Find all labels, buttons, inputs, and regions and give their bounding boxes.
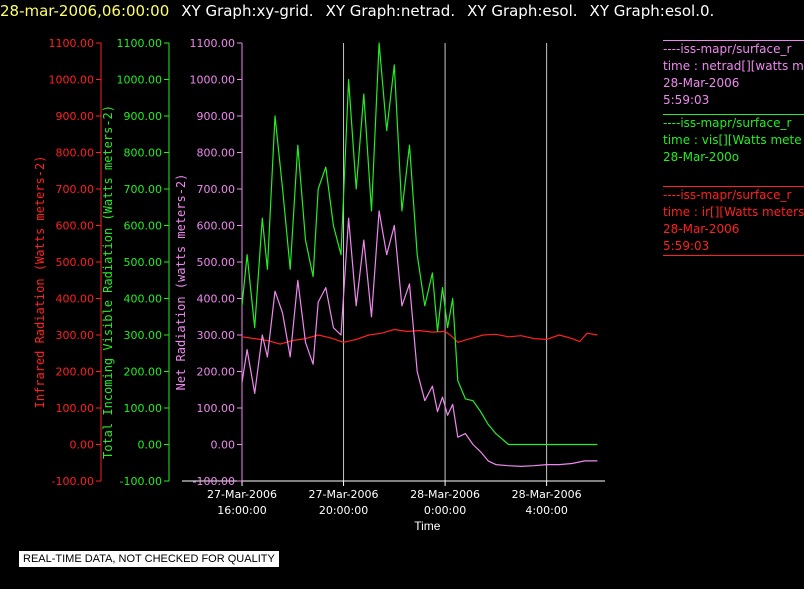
y-tick-label: 300.00 — [124, 329, 163, 342]
x-tick-label: 28-Mar-2006 — [512, 488, 582, 501]
y-tick-label: 500.00 — [56, 256, 95, 269]
legend-entry-vis: ----iss-mapr/surface_r time : vis[][Watt… — [663, 114, 804, 166]
y-tick-label: -100.00 — [52, 475, 94, 488]
y-axis-label: Total Incoming Visible Radiation (Watts … — [101, 105, 115, 459]
timestamp-title: 28-mar-2006,06:00:00 — [0, 2, 170, 20]
y-axis-label: Net Radiation (watts meters-2) — [174, 174, 188, 391]
graph-tab-esol-0[interactable]: XY Graph:esol.0. — [589, 2, 715, 20]
legend-line: 28-Mar-2006 — [663, 222, 740, 236]
y-tick-label: 700.00 — [197, 183, 236, 196]
x-tick-label: 4:00:00 — [525, 504, 567, 517]
y-tick-label: 100.00 — [124, 402, 163, 415]
x-tick-label: 16:00:00 — [217, 504, 266, 517]
x-tick-label: 28-Mar-2006 — [410, 488, 480, 501]
y-tick-label: 600.00 — [56, 220, 95, 233]
legend-line: ----iss-mapr/surface_r — [663, 116, 792, 130]
y-tick-label: 700.00 — [124, 183, 163, 196]
y-tick-label: 1000.00 — [49, 74, 95, 87]
legend-line: time : netrad[][watts m — [663, 59, 804, 73]
y-tick-label: 0.00 — [70, 439, 95, 452]
legend-line: 5:59:03 — [663, 239, 710, 253]
y-tick-label: 400.00 — [56, 293, 95, 306]
y-tick-label: -100.00 — [193, 475, 235, 488]
y-tick-label: 1100.00 — [49, 37, 95, 50]
y-tick-label: 800.00 — [124, 147, 163, 160]
y-tick-label: 500.00 — [124, 256, 163, 269]
x-tick-label: 27-Mar-2006 — [309, 488, 379, 501]
series-line-ir — [241, 328, 598, 345]
legend-entry-ir: ----iss-mapr/surface_r time : ir[][Watts… — [663, 186, 804, 256]
graph-tab-xy-grid[interactable]: XY Graph:xy-grid. — [181, 2, 314, 20]
y-tick-label: 100.00 — [56, 402, 95, 415]
x-tick-label: 0:00:00 — [424, 504, 466, 517]
legend-line: 28-Mar-200o — [663, 150, 740, 164]
series-line-vis — [241, 42, 598, 446]
y-tick-label: 800.00 — [56, 147, 95, 160]
legend-line: ----iss-mapr/surface_r — [663, 188, 792, 202]
y-axis-label: Infrared Radiation (Watts meters-2) — [33, 156, 47, 409]
y-tick-label: -100.00 — [120, 475, 162, 488]
y-tick-label: 200.00 — [197, 366, 236, 379]
y-tick-label: 400.00 — [124, 293, 163, 306]
y-tick-label: 400.00 — [197, 293, 236, 306]
x-tick-label: 27-Mar-2006 — [207, 488, 277, 501]
legend-line: 28-Mar-2006 — [663, 76, 740, 90]
y-tick-label: 700.00 — [56, 183, 95, 196]
x-tick-label: 20:00:00 — [319, 504, 368, 517]
y-tick-label: 800.00 — [197, 147, 236, 160]
y-tick-label: 0.00 — [138, 439, 163, 452]
y-tick-label: 1100.00 — [117, 37, 163, 50]
legend-entry-netrad: ----iss-mapr/surface_r time : netrad[][w… — [663, 40, 804, 109]
y-tick-label: 1000.00 — [190, 74, 236, 87]
y-tick-label: 1000.00 — [117, 74, 163, 87]
quality-notice: REAL-TIME DATA, NOT CHECKED FOR QUALITY — [19, 551, 279, 567]
y-tick-label: 900.00 — [197, 110, 236, 123]
graph-tab-netrad[interactable]: XY Graph:netrad. — [325, 2, 456, 20]
legend-line: 5:59:03 — [663, 93, 710, 107]
y-tick-label: 900.00 — [124, 110, 163, 123]
y-tick-label: 300.00 — [197, 329, 236, 342]
x-axis-label: Time — [414, 519, 441, 533]
legend-line: ----iss-mapr/surface_r — [663, 42, 792, 56]
graph-tab-esol[interactable]: XY Graph:esol. — [467, 2, 578, 20]
y-tick-label: 300.00 — [56, 329, 95, 342]
graph-title-bar: 28-mar-2006,06:00:00 XY Graph:xy-grid. XY … — [0, 2, 804, 24]
y-tick-label: 200.00 — [124, 366, 163, 379]
y-tick-label: 200.00 — [56, 366, 95, 379]
y-tick-label: 100.00 — [197, 402, 236, 415]
legend-line: time : vis[][Watts mete — [663, 133, 802, 147]
y-tick-label: 600.00 — [197, 220, 236, 233]
series-line-net — [241, 210, 598, 467]
y-tick-label: 1100.00 — [190, 37, 236, 50]
legend-line: time : ir[][Watts meters — [663, 205, 804, 219]
y-tick-label: 600.00 — [124, 220, 163, 233]
y-tick-label: 0.00 — [211, 439, 236, 452]
y-tick-label: 900.00 — [56, 110, 95, 123]
y-tick-label: 500.00 — [197, 256, 236, 269]
